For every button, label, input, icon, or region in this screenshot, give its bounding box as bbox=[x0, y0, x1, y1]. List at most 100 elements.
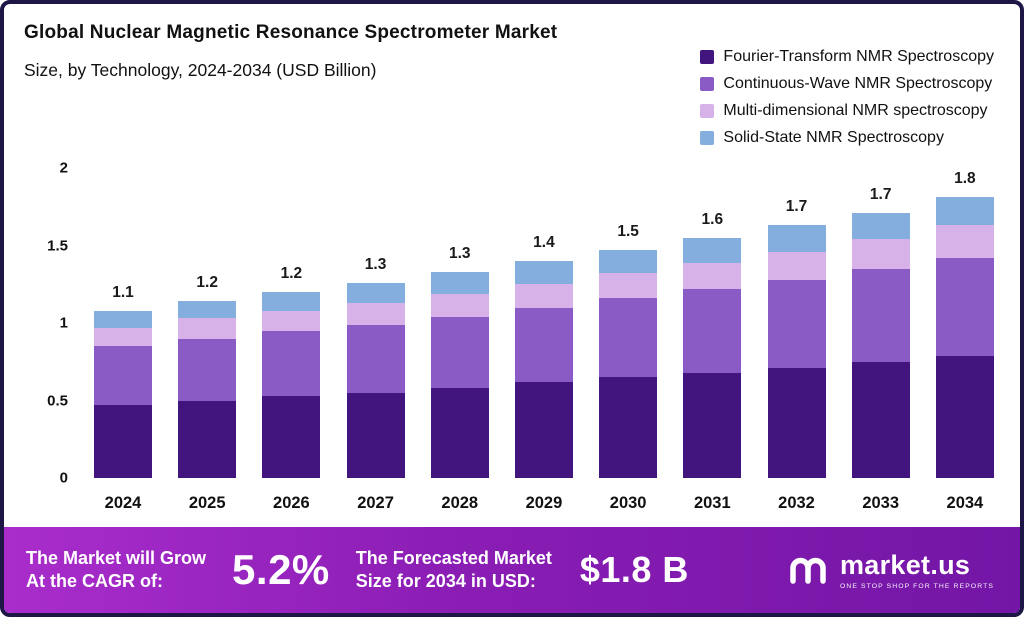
bar-segment bbox=[851, 268, 910, 362]
bar-segment bbox=[262, 395, 321, 478]
y-tick-label: 0 bbox=[59, 469, 68, 487]
bar-segment bbox=[262, 310, 321, 331]
bar-column: 1.3 2028 bbox=[430, 168, 489, 527]
bar-segment bbox=[346, 324, 405, 393]
x-axis-label: 2030 bbox=[609, 494, 647, 512]
x-axis-label: 2029 bbox=[525, 494, 563, 512]
bar-segment bbox=[178, 400, 237, 478]
bar-segment bbox=[935, 257, 994, 356]
marketus-logo-textcol: market.us ONE STOP SHOP FOR THE REPORTS bbox=[840, 550, 994, 590]
bar-segment bbox=[514, 284, 573, 308]
bar-segment bbox=[346, 392, 405, 478]
bar-segment bbox=[767, 225, 826, 252]
legend-label: Multi-dimensional NMR spectroscopy bbox=[723, 102, 988, 119]
bar-stack: 1.3 bbox=[430, 168, 489, 478]
bar-segment bbox=[683, 237, 742, 263]
bar-segment bbox=[767, 368, 826, 478]
legend-item: Solid-State NMR Spectroscopy bbox=[700, 129, 994, 147]
cagr-label: The Market will Grow At the CAGR of: bbox=[26, 547, 206, 594]
y-tick-label: 1.5 bbox=[47, 237, 68, 254]
bar-segment bbox=[683, 288, 742, 373]
forecast-label: The Forecasted Market Size for 2034 in U… bbox=[356, 547, 552, 594]
bar-segment bbox=[935, 197, 994, 226]
chart-area: 0 0.5 1 1.5 2 1.1 2024 1.2 2025 1.2 2026 1.3 2027 1.… bbox=[4, 154, 1020, 527]
bar-segment bbox=[430, 271, 489, 294]
bar-segment bbox=[346, 302, 405, 325]
legend: Fourier-Transform NMR Spectroscopy Contin… bbox=[700, 48, 994, 147]
marketus-logo-tagline: ONE STOP SHOP FOR THE REPORTS bbox=[839, 583, 994, 590]
bar-column: 1.2 2026 bbox=[262, 168, 321, 527]
bar-total-label: 1.6 bbox=[701, 210, 724, 228]
bar-column: 1.7 2033 bbox=[851, 168, 910, 527]
bar-segment bbox=[851, 212, 910, 240]
bar-total-label: 1.2 bbox=[280, 265, 303, 282]
bar-segment bbox=[683, 262, 742, 289]
bar-segment bbox=[514, 381, 573, 478]
marketus-logo-icon bbox=[790, 557, 826, 584]
bar-total-label: 1.3 bbox=[448, 244, 471, 262]
bar-segment bbox=[767, 279, 826, 368]
legend-swatch bbox=[700, 104, 715, 118]
legend-swatch bbox=[700, 131, 715, 145]
bar-segment bbox=[262, 330, 321, 396]
cagr-label-line2: At the CAGR of: bbox=[26, 571, 163, 591]
y-tick-label: 0.5 bbox=[47, 392, 68, 409]
y-axis: 0 0.5 1 1.5 2 bbox=[22, 160, 78, 487]
legend-item: Multi-dimensional NMR spectroscopy bbox=[700, 102, 994, 120]
x-axis-label: 2033 bbox=[862, 494, 900, 512]
x-axis-label: 2028 bbox=[441, 494, 479, 512]
legend-swatch bbox=[700, 50, 715, 64]
bar-column: 1.6 2031 bbox=[683, 168, 742, 527]
bar-total-label: 1.7 bbox=[785, 198, 808, 216]
bar-segment bbox=[599, 250, 658, 274]
legend-item: Fourier-Transform NMR Spectroscopy bbox=[700, 48, 994, 66]
bar-column: 1.7 2032 bbox=[767, 168, 826, 527]
bar-column: 1.4 2029 bbox=[514, 168, 573, 527]
bar-total-label: 1.3 bbox=[364, 255, 387, 273]
legend-label: Solid-State NMR Spectroscopy bbox=[723, 129, 944, 146]
bar-column: 1.8 2034 bbox=[935, 168, 994, 527]
bar-segment bbox=[767, 251, 826, 280]
bar-column: 1.3 2027 bbox=[346, 168, 405, 527]
bar-segment bbox=[94, 405, 152, 478]
bar-segment bbox=[430, 293, 489, 317]
bar-segment bbox=[514, 307, 573, 382]
bar-segment bbox=[94, 346, 152, 406]
y-tick-label: 2 bbox=[59, 159, 68, 177]
cagr-value: 5.2% bbox=[232, 546, 330, 593]
cagr-label-line1: The Market will Grow bbox=[26, 547, 207, 568]
banner: The Market will Grow At the CAGR of: 5.2… bbox=[4, 527, 1020, 613]
page-subtitle: Size, by Technology, 2024-2034 (USD Bill… bbox=[24, 60, 377, 80]
bar-column: 1.2 2025 bbox=[178, 168, 237, 527]
bar-segment bbox=[94, 327, 152, 347]
bar-segment bbox=[851, 239, 910, 269]
bar-segment bbox=[599, 298, 658, 378]
x-axis-label: 2024 bbox=[104, 494, 142, 512]
chart-columns: 1.1 2024 1.2 2025 1.2 2026 1.3 2027 1.3 2028 1.4 20… bbox=[78, 168, 994, 527]
bar-total-label: 1.2 bbox=[196, 274, 218, 292]
header: Global Nuclear Magnetic Resonance Spectr… bbox=[4, 4, 1020, 154]
bar-segment bbox=[346, 282, 405, 303]
y-tick-label: 1 bbox=[59, 314, 68, 332]
forecast-label-line2: Size for 2034 in USD: bbox=[355, 571, 536, 591]
bar-stack: 1.2 bbox=[262, 168, 321, 478]
marketus-logo-text: market.us bbox=[839, 550, 971, 580]
bar-column: 1.5 2030 bbox=[599, 168, 658, 527]
legend-label: Fourier-Transform NMR Spectroscopy bbox=[723, 48, 994, 65]
bar-segment bbox=[935, 225, 994, 258]
bar-total-label: 1.7 bbox=[869, 185, 892, 203]
legend-swatch bbox=[700, 77, 715, 91]
legend-label: Continuous-Wave NMR Spectroscopy bbox=[723, 75, 993, 92]
bar-stack: 1.3 bbox=[346, 168, 405, 478]
bar-total-label: 1.5 bbox=[617, 223, 639, 241]
bar-total-label: 1.1 bbox=[112, 283, 134, 301]
bar-segment bbox=[683, 372, 742, 478]
marketus-logo: market.us ONE STOP SHOP FOR THE REPORTS bbox=[786, 548, 994, 592]
forecast-label-line1: The Forecasted Market bbox=[355, 547, 552, 568]
legend-item: Continuous-Wave NMR Spectroscopy bbox=[700, 75, 994, 93]
bar-segment bbox=[935, 355, 994, 478]
bar-segment bbox=[262, 291, 321, 311]
bar-segment bbox=[599, 273, 658, 299]
x-axis-label: 2032 bbox=[778, 494, 815, 512]
